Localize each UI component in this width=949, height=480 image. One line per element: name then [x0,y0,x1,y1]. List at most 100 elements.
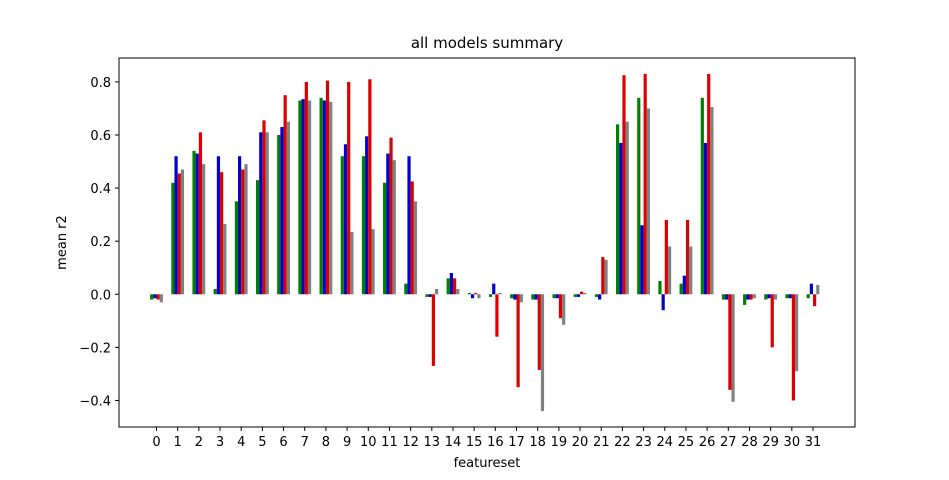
bar-series0-cat22 [616,124,620,295]
bar-series2-cat18 [537,294,541,370]
bar-series3-cat7 [307,100,312,295]
x-tick-label: 5 [258,435,266,450]
x-tick-label: 24 [656,435,673,450]
chart-title: all models summary [411,34,563,52]
bar-series2-cat31 [813,294,817,307]
bar-series0-cat23 [637,97,641,295]
x-tick-label: 20 [572,435,589,450]
bar-series2-cat29 [770,294,774,348]
bar-series2-cat2 [198,132,203,295]
bar-series0-cat3 [213,288,217,295]
bar-series1-cat29 [767,294,771,299]
bar-series0-cat31 [806,294,810,299]
bar-series1-cat16 [492,283,496,295]
bar-series0-cat11 [383,182,387,295]
bar-series2-cat30 [791,294,796,401]
bar-series3-cat2 [202,164,206,295]
bar-series0-cat27 [721,294,726,300]
bar-series0-cat4 [234,201,239,295]
bar-series2-cat16 [495,294,499,337]
bar-series0-cat10 [361,156,366,295]
x-tick-label: 16 [487,435,504,450]
bar-series1-cat11 [386,153,390,295]
bar-series3-cat20 [583,292,587,295]
y-axis-label: mean r2 [55,215,70,270]
bar-series1-cat8 [322,100,326,295]
bar-series0-cat6 [277,134,281,295]
bar-series0-cat18 [531,294,535,300]
x-tick-label: 2 [195,435,203,450]
bar-series2-cat19 [558,294,563,319]
bar-series3-cat6 [286,121,290,295]
bar-series1-cat25 [682,275,686,295]
x-tick-label: 13 [424,435,441,450]
bar-series2-cat0 [156,294,160,300]
bar-series2-cat21 [601,257,605,295]
y-tick-label: −0.4 [79,394,111,409]
x-tick-label: 26 [699,435,716,450]
x-tick-label: 10 [360,435,377,450]
bar-series0-cat16 [488,294,493,297]
bar-series0-cat25 [679,283,683,295]
bar-series2-cat28 [749,294,753,300]
x-axis-label: featureset [454,456,521,471]
bar-series3-cat24 [667,246,672,295]
bar-series2-cat20 [580,291,584,295]
bar-series0-cat7 [298,100,302,295]
bar-series2-cat12 [410,181,414,295]
x-tick-label: 4 [237,435,245,450]
bar-series0-cat21 [594,294,599,297]
x-axis-ticks: 0 1 2 3 4 5 6 7 8 9 10 11 12 13 14 15 16 17 18 19 20 21 22 23 24… [152,427,821,450]
y-tick-label: −0.2 [79,341,111,356]
bar-series1-cat26 [703,142,708,295]
bar-series3-cat4 [244,164,248,295]
bar-series1-cat13 [428,294,432,297]
bar-series1-cat10 [365,136,369,295]
x-tick-label: 31 [805,435,822,450]
bar-series3-cat31 [816,284,820,295]
bar-series0-cat14 [446,278,450,295]
bar-series1-cat2 [195,153,199,295]
x-tick-label: 7 [301,435,309,450]
bar-series1-cat19 [555,294,559,299]
x-tick-label: 8 [322,435,330,450]
x-tick-label: 23 [635,435,652,450]
bar-series3-cat21 [604,259,608,295]
bar-series3-cat28 [752,294,756,299]
y-tick-label: 0.2 [90,235,111,250]
bar-series2-cat4 [241,169,245,295]
bar-series3-cat26 [710,107,714,295]
bar-series2-cat26 [707,73,711,295]
bar-series0-cat19 [552,294,556,299]
bar-series1-cat17 [513,294,517,300]
bar-series1-cat9 [343,144,348,295]
bar-series1-cat14 [449,273,453,295]
bar-series2-cat22 [622,75,626,295]
bar-series2-cat27 [728,294,732,390]
x-tick-label: 19 [551,435,568,450]
bar-series1-cat24 [661,294,665,311]
y-axis-ticks: −0.4 −0.2 0.0 0.2 0.4 0.6 0.8 [79,76,119,409]
x-tick-label: 12 [402,435,419,450]
bar-series2-cat24 [664,219,668,295]
bar-series0-cat28 [743,294,747,305]
bar-series3-cat0 [159,294,163,303]
bar-series0-cat29 [764,294,768,300]
bar-series0-cat24 [658,280,662,295]
bar-series1-cat0 [153,294,157,299]
bar-series0-cat1 [171,182,175,295]
x-tick-label: 9 [343,435,351,450]
bar-series1-cat31 [809,283,813,295]
x-tick-label: 1 [174,435,182,450]
bar-series1-cat12 [407,156,411,295]
bar-series3-cat11 [392,160,396,295]
bar-series0-cat12 [404,283,408,295]
bar-series1-cat20 [576,294,581,297]
bar-series3-cat13 [435,288,439,295]
y-tick-label: 0.8 [90,76,111,91]
x-tick-label: 0 [152,435,160,450]
bar-series3-cat8 [329,101,333,295]
plot-frame [118,57,856,428]
bar-series3-cat9 [350,231,354,295]
